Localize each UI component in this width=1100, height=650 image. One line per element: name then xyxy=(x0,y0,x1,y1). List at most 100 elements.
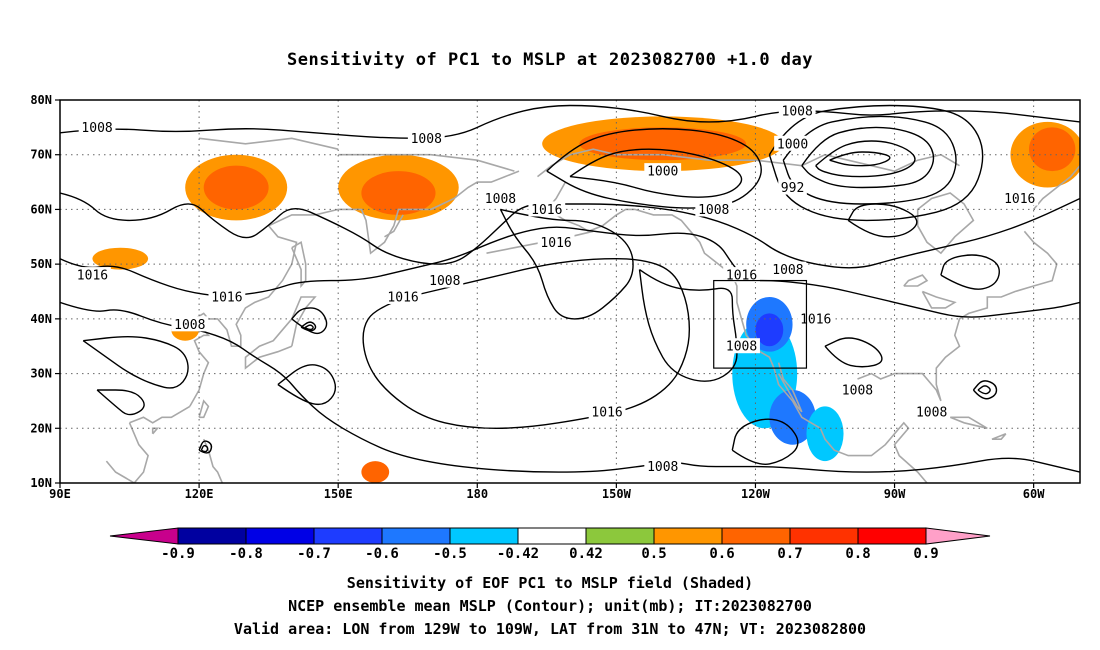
contour-label: 1016 xyxy=(1004,192,1035,207)
contour-label-bg xyxy=(78,119,116,135)
contour-label: 1000 xyxy=(647,165,678,180)
contour-label-bg xyxy=(723,338,760,354)
contour-label-bg xyxy=(74,267,111,283)
contour-label-bg xyxy=(778,102,816,118)
coastline-segment xyxy=(991,433,1007,440)
longitude-label: 150W xyxy=(602,487,632,501)
contour-label: 1016 xyxy=(387,290,418,305)
mslp-isobar xyxy=(731,418,799,465)
mslp-isobar xyxy=(972,380,998,400)
colorbar-label: 0.8 xyxy=(845,546,870,562)
contour-label-bg xyxy=(1001,190,1039,206)
contour-label-bg xyxy=(482,190,519,206)
mslp-isobar xyxy=(829,151,891,167)
coastline-segment xyxy=(1032,165,1080,210)
colorbar-label: -0.42 xyxy=(497,546,539,562)
contour-label-bg xyxy=(839,381,876,397)
mslp-isobar xyxy=(291,307,328,335)
footer-line-3: Valid area: LON from 129W to 109W, LAT f… xyxy=(233,620,867,638)
contour-label-bg xyxy=(644,458,682,474)
longitude-label: 90E xyxy=(49,487,71,501)
contour-label: 1008 xyxy=(429,274,460,289)
contour-label: 1016 xyxy=(726,269,757,284)
colorbar-min-triangle xyxy=(109,527,179,545)
contour-label: 1008 xyxy=(782,104,813,119)
latitude-label: 40N xyxy=(30,312,52,326)
shading-blob xyxy=(361,461,390,483)
shading-blob xyxy=(769,389,816,445)
coastline-segment xyxy=(129,405,191,424)
contour-label: 1016 xyxy=(211,290,242,305)
mslp-isobar xyxy=(200,444,209,453)
colorbar-label: 0.5 xyxy=(641,546,666,562)
mslp-isobar xyxy=(940,254,1000,290)
coastline-segment xyxy=(199,137,339,150)
contour-label: 1008 xyxy=(772,263,803,278)
colorbar-cell xyxy=(313,527,383,545)
contour-label: 1016 xyxy=(800,312,831,327)
contour-label-bg xyxy=(426,272,464,288)
colorbar-cell xyxy=(177,527,247,545)
colorbar-label: -0.8 xyxy=(229,546,263,562)
shading-blob xyxy=(481,379,519,401)
colorbar-label: -0.7 xyxy=(297,546,331,562)
graticule xyxy=(60,100,1080,483)
mslp-isobar xyxy=(362,257,691,430)
coastline-segment xyxy=(777,362,803,413)
colorbar-cell xyxy=(381,527,451,545)
shading-blob xyxy=(1029,127,1076,172)
coastline-segment xyxy=(151,427,160,435)
contour-label-bg xyxy=(695,201,733,217)
longitude-label: 60W xyxy=(1023,487,1045,501)
coastline-segment xyxy=(537,148,960,178)
mslp-isobar xyxy=(977,385,991,395)
shading-blob xyxy=(806,406,844,462)
coastline-segment xyxy=(384,214,404,238)
latitude-label: 80N xyxy=(30,93,52,107)
shading-blob xyxy=(203,165,269,210)
contour-label: 1008 xyxy=(647,460,678,475)
contour-label-bg xyxy=(644,163,682,179)
colorbar-label: 0.9 xyxy=(913,546,938,562)
contour-label: 1016 xyxy=(77,269,108,284)
coastline-segment xyxy=(198,399,210,419)
contour-label: 1016 xyxy=(591,405,622,420)
contour-label: 1016 xyxy=(540,236,571,251)
coastline-segment xyxy=(244,296,317,370)
coastline-segment xyxy=(921,290,957,309)
latitude-label: 60N xyxy=(30,202,52,216)
mslp-isobar xyxy=(60,301,1080,473)
contour-label-bg xyxy=(778,179,807,195)
contour-label-bg xyxy=(384,288,422,304)
contour-label: 1008 xyxy=(698,203,729,218)
coastline-segment xyxy=(105,422,149,483)
mslp-isobar xyxy=(546,128,762,209)
mslp-isobar xyxy=(82,335,189,389)
colorbar-label: -0.5 xyxy=(433,546,467,562)
latitude-label: 50N xyxy=(30,257,52,271)
valid-area-box xyxy=(713,279,808,369)
colorbar-label: 0.42 xyxy=(569,546,603,562)
mslp-isobar xyxy=(198,440,213,454)
contour-label: 1008 xyxy=(174,318,205,333)
footer-line-2: NCEP ensemble mean MSLP (Contour); unit(… xyxy=(288,597,812,615)
latitude-label: 20N xyxy=(30,421,52,435)
longitude-label: 180 xyxy=(466,487,488,501)
mslp-contours xyxy=(60,104,1080,473)
map-frame xyxy=(59,99,1081,484)
colorbar-label: 0.6 xyxy=(709,546,734,562)
contour-label-bg xyxy=(723,267,760,283)
contour-label: 1008 xyxy=(842,383,873,398)
mslp-isobar xyxy=(569,148,743,198)
shading-blob xyxy=(546,258,575,292)
contour-label-bg xyxy=(774,135,811,151)
longitude-label: 120E xyxy=(185,487,214,501)
mslp-isobar xyxy=(801,126,935,189)
latitude-label: 70N xyxy=(30,148,52,162)
mslp-isobar xyxy=(847,203,918,238)
shading-blob xyxy=(857,247,886,270)
mslp-isobar xyxy=(768,104,984,222)
colorbar-label: 0.7 xyxy=(777,546,802,562)
